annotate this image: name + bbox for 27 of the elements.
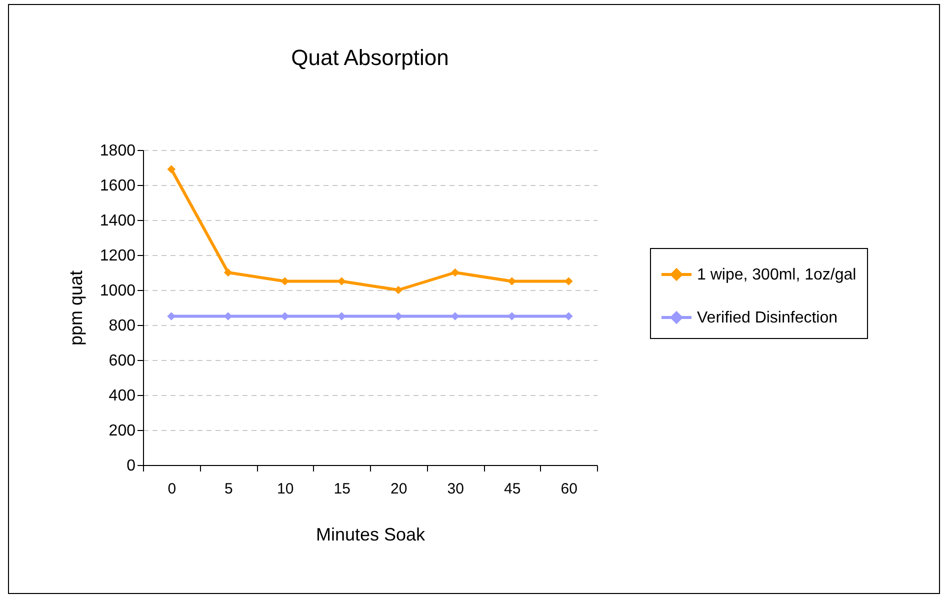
x-tick-label: 10 [277,480,294,498]
y-tick-label: 400 [108,388,136,404]
x-tick-label: 60 [560,480,578,498]
y-tick-label: 1600 [100,178,136,194]
point [167,165,176,174]
chart-title: Quat Absorption [291,45,449,70]
y-axis-title: ppm quat [66,270,86,346]
legend-label: 1 wipe, 300ml, 1oz/gal [697,266,856,284]
legend-label: Verified Disinfection [697,310,838,326]
y-tick-label: 600 [108,352,136,370]
y-tick-label: 200 [108,422,136,440]
x-tick-label: 15 [334,480,350,498]
x-tick-label: 30 [447,480,464,498]
y-tick-label: 1800 [100,142,136,160]
point [224,268,232,277]
x-tick-label: 5 [224,480,233,498]
point [394,286,403,294]
y-tick-label: 800 [108,318,136,334]
x-tick-label: 0 [168,480,176,498]
y-tick-label: 0 [126,458,136,474]
y-tick-label: 1000 [100,282,136,300]
x-tick-label: 45 [504,480,521,498]
y-tick-label: 1400 [100,212,136,230]
x-tick-label: 20 [390,480,408,498]
point [450,268,460,277]
y-tick-label: 1200 [100,248,136,264]
x-axis-title: Minutes Soak [316,524,426,544]
